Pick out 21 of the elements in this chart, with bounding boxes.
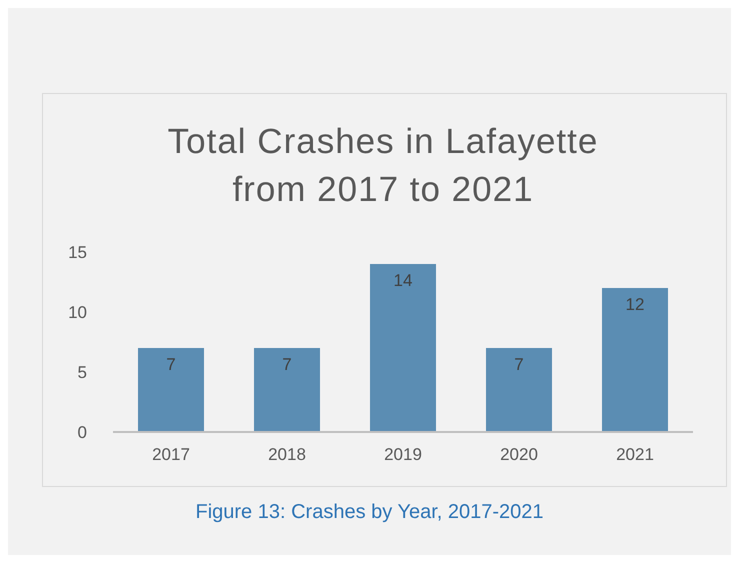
bar bbox=[486, 348, 552, 432]
bar bbox=[602, 288, 668, 432]
y-tick-label: 5 bbox=[78, 363, 87, 382]
bar bbox=[254, 348, 320, 432]
y-tick-label: 10 bbox=[68, 303, 87, 322]
data-label: 7 bbox=[282, 355, 292, 374]
caption: Figure 13: Crashes by Year, 2017-2021 bbox=[194, 501, 545, 524]
data-label: 12 bbox=[626, 295, 644, 314]
chart-title: Total Crashes in Lafayette from 2017 to 2021 bbox=[166, 121, 600, 211]
data-label: 14 bbox=[394, 271, 412, 290]
x-tick-label: 2020 bbox=[500, 445, 538, 464]
x-tick-label: 2021 bbox=[616, 445, 654, 464]
data-label: 7 bbox=[514, 355, 524, 374]
x-tick-label: 2017 bbox=[152, 445, 190, 464]
y-tick-label: 0 bbox=[78, 423, 87, 442]
data-label: 7 bbox=[166, 355, 176, 374]
y-tick-label: 15 bbox=[68, 243, 87, 262]
bar bbox=[370, 264, 436, 432]
x-tick-label: 2018 bbox=[268, 445, 306, 464]
bar bbox=[138, 348, 204, 432]
x-tick-label: 2019 bbox=[384, 445, 422, 464]
